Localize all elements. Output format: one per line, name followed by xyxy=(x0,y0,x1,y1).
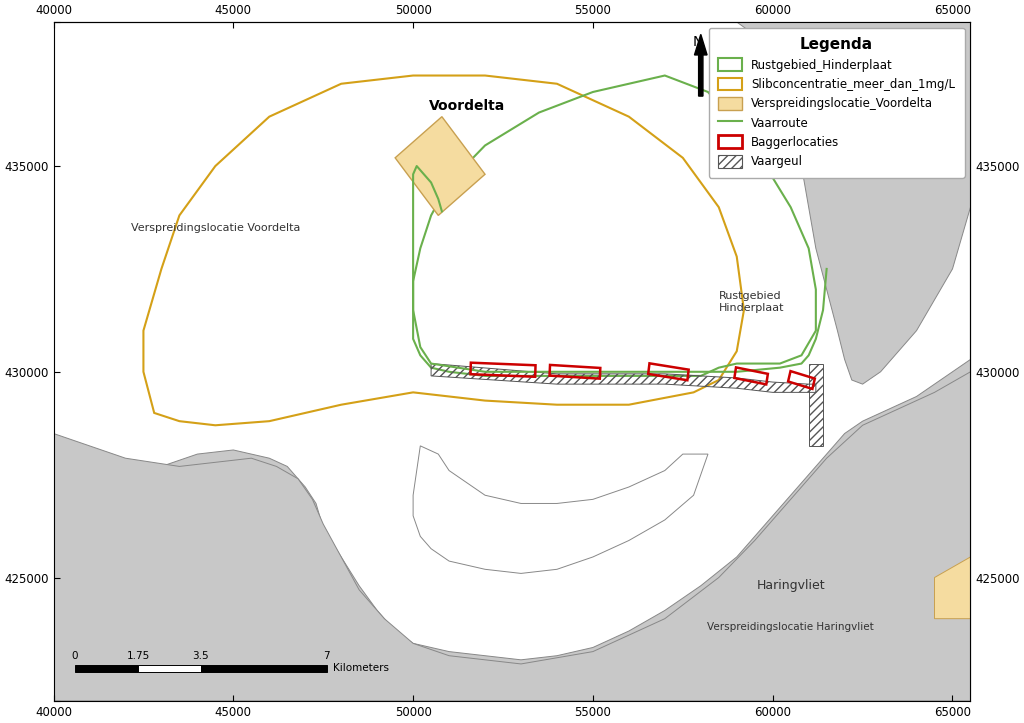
Text: 1.75: 1.75 xyxy=(126,651,150,662)
Bar xyxy=(75,664,138,672)
Text: Verspreidingslocatie Haringvliet: Verspreidingslocatie Haringvliet xyxy=(708,622,874,632)
Polygon shape xyxy=(413,446,708,573)
Legend: Rustgebied_Hinderplaat, Slibconcentratie_meer_dan_1mg/L, Verspreidingslocatie_Vo: Rustgebied_Hinderplaat, Slibconcentratie… xyxy=(709,28,965,178)
Text: Kilometers: Kilometers xyxy=(333,664,389,673)
Polygon shape xyxy=(53,359,971,701)
Text: Rustgebied
Hinderplaat: Rustgebied Hinderplaat xyxy=(719,291,784,312)
Text: N: N xyxy=(692,35,703,48)
Text: Voordelta: Voordelta xyxy=(429,98,505,113)
Text: 3.5: 3.5 xyxy=(193,651,209,662)
Text: Verspreidingslocatie Voordelta: Verspreidingslocatie Voordelta xyxy=(131,223,300,233)
Polygon shape xyxy=(736,22,971,384)
Polygon shape xyxy=(395,116,485,215)
Polygon shape xyxy=(53,372,971,701)
FancyArrow shape xyxy=(694,35,708,96)
Text: 0: 0 xyxy=(72,651,79,662)
Text: Haringvliet: Haringvliet xyxy=(757,579,825,592)
Bar xyxy=(201,664,327,672)
Bar xyxy=(138,664,201,672)
Text: 7: 7 xyxy=(324,651,330,662)
Polygon shape xyxy=(935,557,971,619)
